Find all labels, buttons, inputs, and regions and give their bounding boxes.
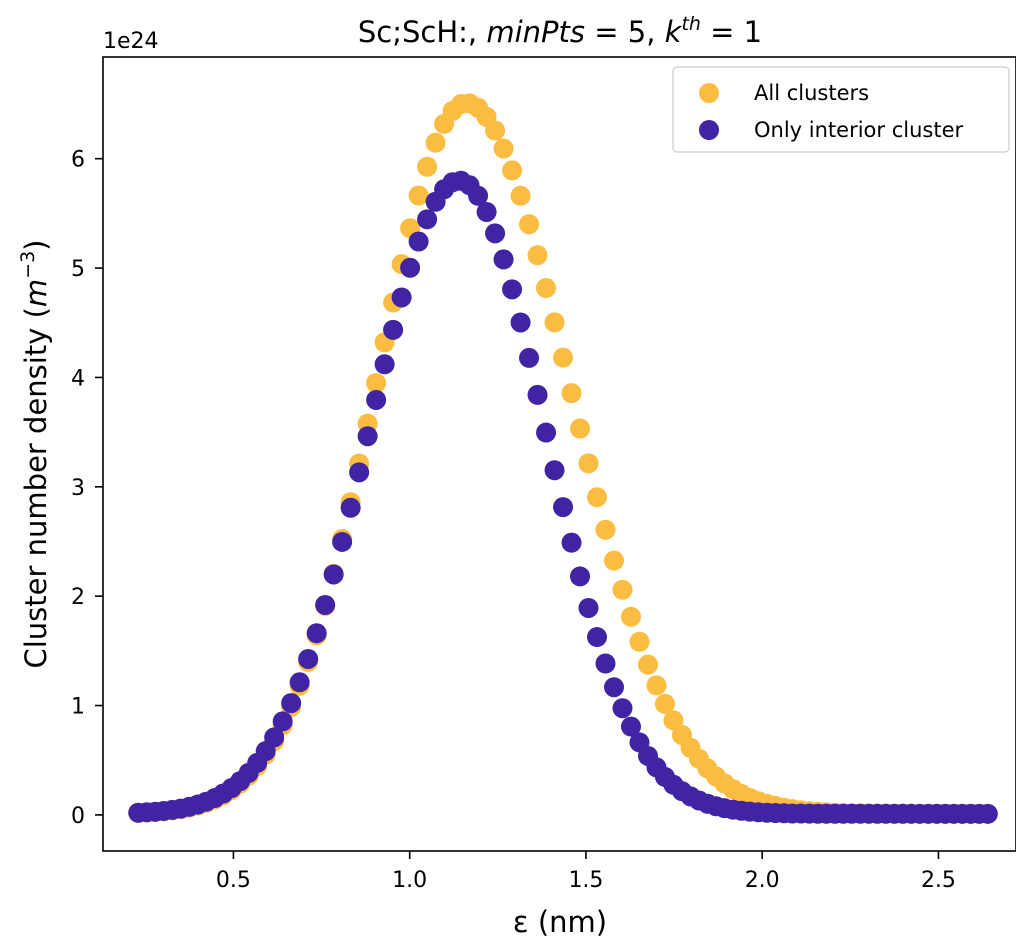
data-point-all-clusters <box>510 185 531 206</box>
x-tick-label: 0.5 <box>216 868 251 893</box>
data-point-only-interior-cluster <box>383 319 404 340</box>
y-tick-label: 0 <box>71 804 85 829</box>
data-point-only-interior-cluster <box>587 627 608 648</box>
data-point-only-interior-cluster <box>408 231 429 252</box>
legend-label-only-interior-cluster: Only interior cluster <box>754 118 963 142</box>
y-axis-title: Cluster number density (m−3) <box>17 239 53 668</box>
data-point-only-interior-cluster <box>519 347 540 368</box>
data-point-only-interior-cluster <box>977 803 998 824</box>
data-point-all-clusters <box>519 214 540 235</box>
points-layer <box>128 93 998 824</box>
x-tick-label: 2.5 <box>921 868 956 893</box>
data-point-only-interior-cluster <box>570 566 591 587</box>
data-point-all-clusters <box>366 372 387 393</box>
data-point-all-clusters <box>493 138 514 159</box>
data-point-only-interior-cluster <box>289 672 310 693</box>
data-point-only-interior-cluster <box>281 693 302 714</box>
data-point-only-interior-cluster <box>578 597 599 618</box>
legend-marker-all-clusters <box>699 83 719 103</box>
data-point-only-interior-cluster <box>264 727 285 748</box>
legend: All clusters Only interior cluster <box>672 66 1010 153</box>
data-point-all-clusters <box>646 675 667 696</box>
data-point-only-interior-cluster <box>349 462 370 483</box>
data-point-all-clusters <box>587 487 608 508</box>
data-point-only-interior-cluster <box>510 312 531 333</box>
data-point-only-interior-cluster <box>485 223 506 244</box>
data-point-only-interior-cluster <box>595 653 616 674</box>
data-point-only-interior-cluster <box>468 185 489 206</box>
data-point-all-clusters <box>612 579 633 600</box>
y-offset-label: 1e24 <box>103 29 159 54</box>
data-point-only-interior-cluster <box>502 279 523 300</box>
data-point-all-clusters <box>561 383 582 404</box>
data-point-all-clusters <box>620 606 641 627</box>
ticks-layer: 0.5 1.0 1.5 2.0 2.5 0 1 2 3 4 5 6 <box>71 148 956 893</box>
data-point-only-interior-cluster <box>553 497 574 518</box>
data-point-only-interior-cluster <box>476 201 497 222</box>
data-point-all-clusters <box>654 693 675 714</box>
data-point-only-interior-cluster <box>340 497 361 518</box>
data-point-all-clusters <box>663 710 684 731</box>
data-point-all-clusters <box>544 312 565 333</box>
data-point-all-clusters <box>604 550 624 571</box>
data-point-all-clusters <box>629 631 650 652</box>
data-point-only-interior-cluster <box>306 623 327 644</box>
data-point-only-interior-cluster <box>493 249 514 270</box>
x-axis-title: ε (nm) <box>513 905 607 939</box>
legend-box <box>672 66 1010 153</box>
y-tick-label: 4 <box>71 366 85 391</box>
y-tick-label: 5 <box>71 257 85 282</box>
data-point-all-clusters <box>425 132 446 153</box>
data-point-only-interior-cluster <box>544 460 565 481</box>
data-point-only-interior-cluster <box>527 384 548 405</box>
data-point-only-interior-cluster <box>374 354 395 375</box>
data-point-only-interior-cluster <box>536 422 557 443</box>
data-point-all-clusters <box>536 278 557 299</box>
x-tick-label: 1.5 <box>568 868 603 893</box>
y-tick-label: 3 <box>71 476 85 501</box>
data-point-all-clusters <box>637 654 658 675</box>
data-point-only-interior-cluster <box>604 677 624 698</box>
chart-title: Sc;ScH:, minPts = 5, kth = 1 <box>358 13 762 49</box>
data-point-all-clusters <box>553 347 574 368</box>
data-point-only-interior-cluster <box>400 257 421 278</box>
data-point-only-interior-cluster <box>357 426 378 447</box>
x-tick-label: 1.0 <box>392 868 427 893</box>
legend-label-all-clusters: All clusters <box>754 81 869 105</box>
plot-frame <box>102 56 1016 852</box>
data-point-only-interior-cluster <box>315 594 336 615</box>
data-point-only-interior-cluster <box>298 648 319 669</box>
data-point-all-clusters <box>485 120 506 141</box>
x-tick-label: 2.0 <box>745 868 780 893</box>
data-point-only-interior-cluster <box>620 716 641 737</box>
data-point-all-clusters <box>408 185 429 206</box>
data-point-all-clusters <box>527 245 548 266</box>
y-tick-label: 1 <box>71 695 85 720</box>
data-point-only-interior-cluster <box>417 209 438 230</box>
data-point-all-clusters <box>417 156 438 177</box>
data-point-all-clusters <box>595 519 616 540</box>
data-point-all-clusters <box>578 453 599 474</box>
data-point-all-clusters <box>502 160 523 181</box>
legend-marker-only-interior-cluster <box>699 120 719 140</box>
y-tick-label: 6 <box>71 148 85 173</box>
data-point-only-interior-cluster <box>561 532 582 553</box>
data-point-only-interior-cluster <box>272 711 293 732</box>
y-tick-label: 2 <box>71 585 85 610</box>
data-point-only-interior-cluster <box>612 698 633 719</box>
data-point-all-clusters <box>570 418 591 439</box>
data-point-only-interior-cluster <box>366 389 387 410</box>
data-point-only-interior-cluster <box>391 287 412 308</box>
data-point-only-interior-cluster <box>332 531 353 552</box>
data-point-only-interior-cluster <box>323 564 344 585</box>
